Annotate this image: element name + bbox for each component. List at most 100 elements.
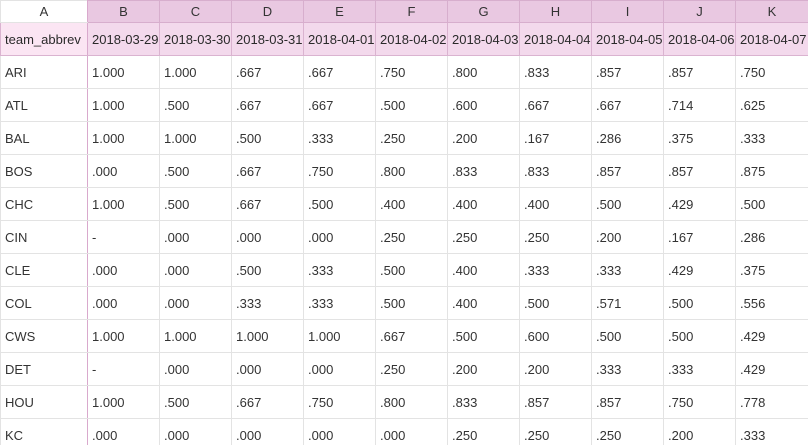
win-pct-cell[interactable]: .200	[447, 121, 520, 155]
win-pct-cell[interactable]: .400	[447, 286, 520, 320]
win-pct-cell[interactable]: .000	[159, 418, 232, 445]
win-pct-cell[interactable]: .429	[663, 187, 736, 221]
win-pct-cell[interactable]: .286	[735, 220, 808, 254]
win-pct-cell[interactable]: .500	[735, 187, 808, 221]
win-pct-cell[interactable]: .833	[519, 55, 592, 89]
column-letter-h[interactable]: H	[519, 0, 592, 23]
win-pct-cell[interactable]: .750	[735, 55, 808, 89]
win-pct-cell[interactable]: .500	[159, 187, 232, 221]
win-pct-cell[interactable]: .667	[231, 385, 304, 419]
win-pct-cell[interactable]: .500	[375, 253, 448, 287]
win-pct-cell[interactable]: .500	[591, 187, 664, 221]
win-pct-cell[interactable]: .250	[591, 418, 664, 445]
win-pct-cell[interactable]: .500	[519, 286, 592, 320]
win-pct-cell[interactable]: .500	[663, 286, 736, 320]
win-pct-cell[interactable]: .500	[231, 121, 304, 155]
win-pct-cell[interactable]: .000	[375, 418, 448, 445]
team-abbrev-cell[interactable]: HOU	[0, 385, 88, 419]
column-letter-a[interactable]: A	[0, 0, 88, 23]
header-cell-date[interactable]: 2018-04-04	[519, 22, 592, 56]
column-letter-i[interactable]: I	[591, 0, 664, 23]
win-pct-cell[interactable]: .000	[231, 352, 304, 386]
win-pct-cell[interactable]: .333	[591, 352, 664, 386]
win-pct-cell[interactable]: 1.000	[159, 55, 232, 89]
win-pct-cell[interactable]: .333	[231, 286, 304, 320]
team-abbrev-cell[interactable]: CLE	[0, 253, 88, 287]
win-pct-cell[interactable]: .714	[663, 88, 736, 122]
win-pct-cell[interactable]: .429	[735, 352, 808, 386]
win-pct-cell[interactable]: .200	[519, 352, 592, 386]
win-pct-cell[interactable]: .500	[663, 319, 736, 353]
win-pct-cell[interactable]: 1.000	[159, 121, 232, 155]
header-cell-date[interactable]: 2018-03-29	[87, 22, 160, 56]
win-pct-cell[interactable]: .500	[159, 88, 232, 122]
win-pct-cell[interactable]: .000	[87, 253, 160, 287]
win-pct-cell[interactable]: .667	[303, 88, 376, 122]
win-pct-cell[interactable]: .500	[231, 253, 304, 287]
win-pct-cell[interactable]: .000	[159, 220, 232, 254]
win-pct-cell[interactable]: .429	[735, 319, 808, 353]
win-pct-cell[interactable]: .333	[591, 253, 664, 287]
team-abbrev-cell[interactable]: BAL	[0, 121, 88, 155]
header-cell-date[interactable]: 2018-04-05	[591, 22, 664, 56]
win-pct-cell[interactable]: .667	[303, 55, 376, 89]
win-pct-cell[interactable]: .250	[447, 418, 520, 445]
win-pct-cell[interactable]: .600	[519, 319, 592, 353]
win-pct-cell[interactable]: .000	[231, 418, 304, 445]
team-abbrev-cell[interactable]: CWS	[0, 319, 88, 353]
win-pct-cell[interactable]: .667	[231, 88, 304, 122]
win-pct-cell[interactable]: .857	[591, 385, 664, 419]
win-pct-cell[interactable]: .833	[519, 154, 592, 188]
column-letter-e[interactable]: E	[303, 0, 376, 23]
win-pct-cell[interactable]: .333	[303, 253, 376, 287]
win-pct-cell[interactable]: .571	[591, 286, 664, 320]
win-pct-cell[interactable]: .000	[87, 154, 160, 188]
win-pct-cell[interactable]: .000	[231, 220, 304, 254]
win-pct-cell[interactable]: .500	[447, 319, 520, 353]
win-pct-cell[interactable]: .667	[375, 319, 448, 353]
header-cell-date[interactable]: 2018-04-06	[663, 22, 736, 56]
win-pct-cell[interactable]: .833	[447, 385, 520, 419]
win-pct-cell[interactable]: -	[87, 220, 160, 254]
win-pct-cell[interactable]: 1.000	[87, 121, 160, 155]
win-pct-cell[interactable]: .556	[735, 286, 808, 320]
win-pct-cell[interactable]: 1.000	[87, 88, 160, 122]
win-pct-cell[interactable]: .250	[519, 220, 592, 254]
header-cell-date[interactable]: 2018-03-30	[159, 22, 232, 56]
team-abbrev-cell[interactable]: CHC	[0, 187, 88, 221]
win-pct-cell[interactable]: .750	[303, 154, 376, 188]
win-pct-cell[interactable]: .667	[591, 88, 664, 122]
win-pct-cell[interactable]: .800	[375, 154, 448, 188]
win-pct-cell[interactable]: 1.000	[87, 319, 160, 353]
win-pct-cell[interactable]: .000	[303, 418, 376, 445]
column-letter-f[interactable]: F	[375, 0, 448, 23]
win-pct-cell[interactable]: 1.000	[303, 319, 376, 353]
win-pct-cell[interactable]: .750	[303, 385, 376, 419]
header-cell-date[interactable]: 2018-03-31	[231, 22, 304, 56]
header-cell-date[interactable]: 2018-04-07	[735, 22, 808, 56]
win-pct-cell[interactable]: .667	[519, 88, 592, 122]
win-pct-cell[interactable]: .333	[735, 418, 808, 445]
win-pct-cell[interactable]: .000	[87, 418, 160, 445]
win-pct-cell[interactable]: .800	[375, 385, 448, 419]
header-cell-date[interactable]: 2018-04-03	[447, 22, 520, 56]
win-pct-cell[interactable]: .857	[663, 55, 736, 89]
win-pct-cell[interactable]: .778	[735, 385, 808, 419]
win-pct-cell[interactable]: .333	[303, 121, 376, 155]
win-pct-cell[interactable]: .500	[591, 319, 664, 353]
win-pct-cell[interactable]: .500	[303, 187, 376, 221]
win-pct-cell[interactable]: .375	[663, 121, 736, 155]
win-pct-cell[interactable]: .250	[375, 121, 448, 155]
win-pct-cell[interactable]: 1.000	[159, 319, 232, 353]
win-pct-cell[interactable]: .667	[231, 154, 304, 188]
win-pct-cell[interactable]: .500	[159, 154, 232, 188]
win-pct-cell[interactable]: .250	[375, 352, 448, 386]
win-pct-cell[interactable]: .750	[663, 385, 736, 419]
win-pct-cell[interactable]: .857	[519, 385, 592, 419]
win-pct-cell[interactable]: .833	[447, 154, 520, 188]
team-abbrev-cell[interactable]: DET	[0, 352, 88, 386]
win-pct-cell[interactable]: .200	[591, 220, 664, 254]
win-pct-cell[interactable]: -	[87, 352, 160, 386]
column-letter-g[interactable]: G	[447, 0, 520, 23]
win-pct-cell[interactable]: .333	[303, 286, 376, 320]
